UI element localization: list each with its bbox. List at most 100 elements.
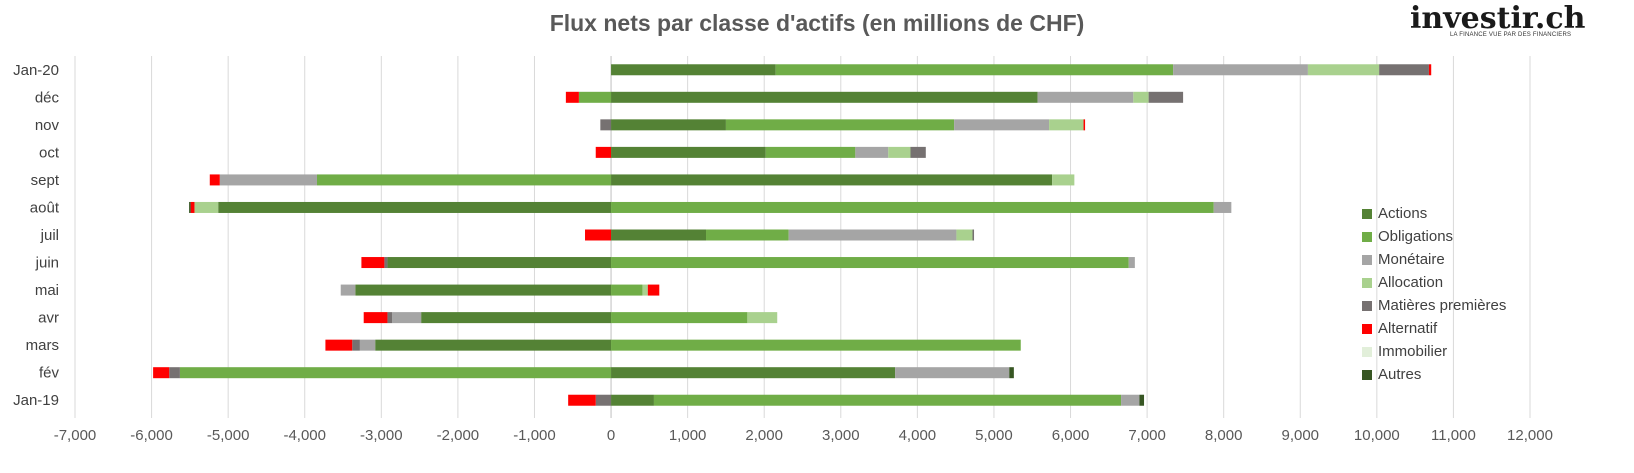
legend-label: Matières premières (1378, 297, 1507, 314)
category-label: fév (39, 365, 60, 382)
legend-swatch (1362, 254, 1372, 265)
legend-swatch (1362, 346, 1372, 357)
x-tick-label: 1,000 (669, 427, 707, 444)
category-label: mars (26, 337, 59, 354)
bar-segment (1148, 91, 1184, 103)
bar-segment (189, 201, 191, 213)
bar-segment (611, 91, 1038, 103)
x-tick-label: 11,000 (1431, 427, 1476, 444)
bar-segment (1133, 91, 1149, 103)
category-label: avr (38, 310, 59, 327)
bar-segment (788, 229, 957, 241)
x-tick-label: -3,000 (360, 427, 403, 444)
bar-segment (340, 284, 356, 296)
x-tick-label: -5,000 (207, 427, 250, 444)
legend-item: Obligations (1362, 225, 1506, 248)
bar-segment (218, 201, 612, 213)
bar-segment (595, 394, 612, 406)
logo-wordmark: investir.ch (1410, 1, 1586, 36)
bar-segment (956, 229, 973, 241)
category-labels: Jan-20 déc nov oct sept août juil juin mai avr mar… (13, 62, 60, 409)
bar-segment (190, 201, 195, 213)
x-tick-label: 7,000 (1128, 427, 1166, 444)
bar-segment (611, 367, 896, 379)
bar-segment (1173, 64, 1308, 76)
legend: Actions Obligations Monétaire Allocation Mat… (1362, 202, 1506, 386)
bar-segment (1307, 64, 1380, 76)
bar-segment (1121, 394, 1140, 406)
bar-segment (611, 284, 643, 296)
bar-segment (611, 146, 766, 158)
bar-segment (387, 312, 393, 324)
logo-tagline: LA FINANCE VUE PAR DES FINANCIERS (1450, 32, 1572, 38)
bar-segment (219, 174, 317, 186)
bar-segment (384, 257, 388, 269)
x-tick-label: 6,000 (1052, 427, 1090, 444)
bar-segment (611, 257, 1129, 269)
x-tick-label: 10,000 (1354, 427, 1400, 444)
legend-item: Actions (1362, 202, 1506, 225)
investir-logo[interactable]: investir.ch LA FINANCE VUE PAR DES FINAN… (1410, 1, 1586, 39)
category-label: mai (35, 282, 59, 299)
legend-label: Autres (1378, 366, 1422, 383)
bar-segment (765, 146, 856, 158)
bar-segment (1213, 201, 1232, 213)
x-tick-label: -6,000 (130, 427, 173, 444)
bar-segment (611, 229, 707, 241)
bar-segment (895, 367, 1010, 379)
chart-title: Flux nets par classe d'actifs (en millio… (549, 10, 1085, 36)
legend-label: Obligations (1378, 228, 1454, 245)
bar-segment (747, 312, 778, 324)
legend-label: Monétaire (1378, 251, 1445, 268)
legend-item: Allocation (1362, 271, 1506, 294)
category-label: août (30, 199, 60, 216)
bar-segment (153, 367, 170, 379)
bar-segment (316, 174, 612, 186)
x-tick-label: 0 (607, 427, 615, 444)
x-tick-label: 5,000 (975, 427, 1013, 444)
x-tick-label: -1,000 (513, 427, 556, 444)
bar-segment (1128, 257, 1135, 269)
bar-segment (1037, 91, 1134, 103)
legend-swatch (1362, 277, 1372, 288)
legend-swatch (1362, 300, 1372, 311)
bar-segment (325, 339, 353, 351)
bar-segment (1052, 174, 1075, 186)
legend-item: Autres (1362, 363, 1506, 386)
category-label: Jan-20 (13, 62, 59, 79)
bar-segment (387, 257, 612, 269)
x-tick-label: -7,000 (54, 427, 97, 444)
legend-item: Immobilier (1362, 340, 1506, 363)
bar-segment (600, 119, 612, 131)
legend-swatch (1362, 231, 1372, 242)
category-label: sept (31, 172, 60, 189)
bar-segment (375, 339, 612, 351)
category-label: juil (40, 227, 59, 244)
bar-segment (1428, 64, 1432, 76)
bar-segment (725, 119, 955, 131)
category-label: déc (35, 89, 60, 106)
category-label: oct (39, 144, 60, 161)
bar-segment (1083, 119, 1086, 131)
x-tick-labels: -7,000 -6,000 -5,000 -4,000 -3,000 -2,000 -1,0… (54, 427, 1553, 444)
bar-segment (355, 284, 612, 296)
legend-item: Monétaire (1362, 248, 1506, 271)
bar-segment (611, 174, 1053, 186)
bar-segment (611, 201, 1214, 213)
bar-segment (194, 201, 219, 213)
bars (153, 64, 1432, 406)
legend-item: Alternatif (1362, 317, 1506, 340)
bar-segment (611, 394, 654, 406)
x-tick-label: 12,000 (1507, 427, 1553, 444)
legend-swatch (1362, 208, 1372, 219)
bar-segment (611, 339, 1021, 351)
legend-label: Allocation (1378, 274, 1444, 291)
x-tick-label: 4,000 (899, 427, 937, 444)
bar-segment (910, 146, 926, 158)
bar-segment (1009, 367, 1014, 379)
bar-segment (1139, 394, 1145, 406)
legend-swatch (1362, 323, 1372, 334)
category-label: Jan-19 (13, 392, 59, 409)
bar-segment (642, 284, 648, 296)
